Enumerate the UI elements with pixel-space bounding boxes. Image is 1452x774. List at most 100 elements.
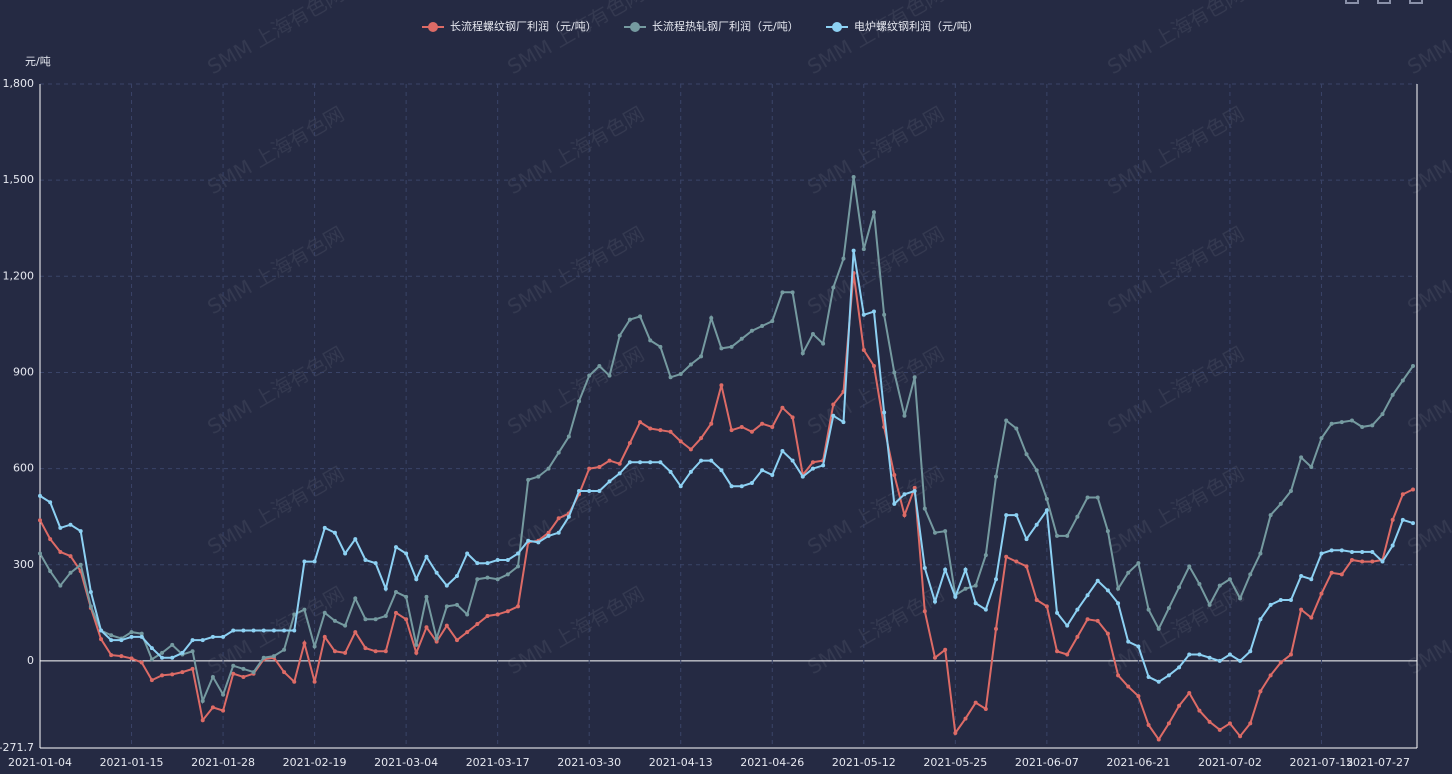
data-point: [210, 674, 215, 679]
data-point: [1126, 639, 1131, 644]
data-point: [190, 649, 195, 654]
data-point: [1156, 679, 1161, 684]
data-point: [739, 336, 744, 341]
x-tick-label: 2021-04-13: [649, 756, 713, 769]
watermark: SMM 上海有色网: [503, 0, 648, 79]
data-point: [1309, 577, 1314, 582]
data-point: [505, 572, 510, 577]
data-point: [454, 602, 459, 607]
data-point: [241, 628, 246, 633]
data-point: [892, 473, 897, 478]
series-line: [39, 250, 1414, 683]
data-point: [892, 501, 897, 506]
data-point: [322, 525, 327, 530]
data-point: [516, 564, 521, 569]
data-point: [170, 642, 175, 647]
data-point: [353, 630, 358, 635]
data-point: [963, 586, 968, 591]
data-point: [322, 610, 327, 615]
data-point: [1177, 585, 1182, 590]
data-point: [871, 364, 876, 369]
data-point: [699, 458, 704, 463]
data-point: [760, 421, 765, 426]
data-point: [780, 290, 785, 295]
data-point: [1146, 674, 1151, 679]
data-point: [1309, 465, 1314, 470]
data-point: [1105, 588, 1110, 593]
data-point: [404, 594, 409, 599]
data-point: [292, 628, 297, 633]
data-point: [709, 458, 714, 463]
data-point: [475, 577, 480, 582]
data-point: [139, 631, 144, 636]
data-point: [485, 614, 490, 619]
data-point: [322, 634, 327, 639]
data-point: [1411, 364, 1415, 369]
data-point: [454, 638, 459, 643]
data-point: [282, 670, 287, 675]
data-point: [1156, 626, 1161, 631]
data-point: [526, 538, 531, 543]
data-point: [607, 479, 612, 484]
data-point: [424, 554, 429, 559]
data-point: [536, 540, 541, 545]
data-point: [221, 692, 226, 697]
data-point: [749, 481, 754, 486]
data-point: [1258, 551, 1263, 556]
data-point: [556, 516, 561, 521]
data-point: [638, 420, 643, 425]
data-point: [1400, 517, 1405, 522]
data-point: [1299, 455, 1304, 460]
data-point: [241, 674, 246, 679]
data-point: [729, 484, 734, 489]
data-point: [932, 599, 937, 604]
x-tick-label: 2021-07-15: [1289, 756, 1353, 769]
data-point: [332, 618, 337, 623]
data-point: [383, 649, 388, 654]
data-point: [404, 551, 409, 556]
data-point: [129, 634, 134, 639]
data-point: [414, 642, 419, 647]
data-point: [424, 625, 429, 630]
data-point: [383, 614, 388, 619]
data-point: [719, 383, 724, 388]
data-point: [709, 421, 714, 426]
data-point: [363, 557, 368, 562]
data-point: [1136, 644, 1141, 649]
data-point: [1227, 652, 1232, 657]
data-point: [1329, 421, 1334, 426]
x-tick-label: 2021-03-17: [466, 756, 530, 769]
tool-icon[interactable]: [1409, 0, 1423, 4]
data-point: [353, 537, 358, 542]
data-point: [699, 354, 704, 359]
legend-item[interactable]: 长流程热轧钢厂利润（元/吨）: [624, 19, 799, 33]
y-tick-label: 600: [13, 462, 34, 475]
data-point: [1309, 615, 1314, 620]
legend-item[interactable]: 电炉螺纹钢利润（元/吨）: [826, 19, 979, 33]
data-point: [99, 637, 104, 642]
data-point: [444, 604, 449, 609]
data-point: [58, 549, 63, 554]
data-point: [1227, 577, 1232, 582]
data-point: [902, 413, 907, 418]
legend-item[interactable]: 长流程螺纹钢厂利润（元/吨）: [422, 19, 597, 33]
data-point: [1349, 418, 1354, 423]
watermark: SMM 上海有色网: [1103, 342, 1248, 440]
data-point: [332, 649, 337, 654]
watermark: SMM 上海有色网: [1403, 582, 1452, 680]
data-point: [1034, 468, 1039, 473]
tool-icon[interactable]: [1377, 0, 1391, 4]
x-tick-label: 2021-07-27: [1346, 756, 1410, 769]
tool-icon[interactable]: [1345, 0, 1359, 4]
data-point: [739, 424, 744, 429]
data-point: [58, 525, 63, 530]
data-point: [709, 315, 714, 320]
data-point: [536, 474, 541, 479]
data-point: [912, 489, 917, 494]
watermark: SMM 上海有色网: [1403, 342, 1452, 440]
data-point: [1207, 655, 1212, 660]
data-point: [1116, 673, 1121, 678]
data-point: [1197, 708, 1202, 713]
data-point: [1217, 658, 1222, 663]
